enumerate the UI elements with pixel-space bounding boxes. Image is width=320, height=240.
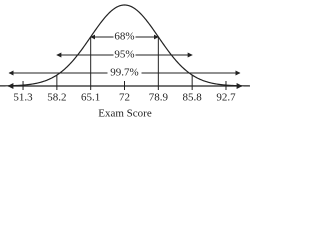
x-tick-label: 78.9	[149, 92, 169, 104]
x-tick-label: 85.8	[183, 92, 203, 104]
label-bg	[113, 49, 136, 61]
range-label: 99.7%	[110, 67, 138, 79]
x-tick-label: 58.2	[47, 92, 66, 104]
label-bg	[113, 31, 136, 43]
page: {"chart_data": {"type": "normal", "x_lab…	[0, 4, 250, 120]
range-label: 68%	[114, 31, 134, 43]
x-axis-label: Exam Score	[98, 108, 152, 120]
x-tick-label: 51.3	[13, 92, 33, 104]
range-label: 95%	[114, 49, 134, 61]
x-tick-label: 72	[119, 92, 130, 104]
x-tick-label: 92.7	[216, 92, 236, 104]
label-bg	[107, 67, 142, 79]
bell-curve	[0, 4, 250, 87]
x-tick-label: 65.1	[81, 92, 100, 104]
chart: Exam Score 51.3 58.2 65.1 72 78.9 85.8 92.7 68%…	[0, 4, 250, 120]
